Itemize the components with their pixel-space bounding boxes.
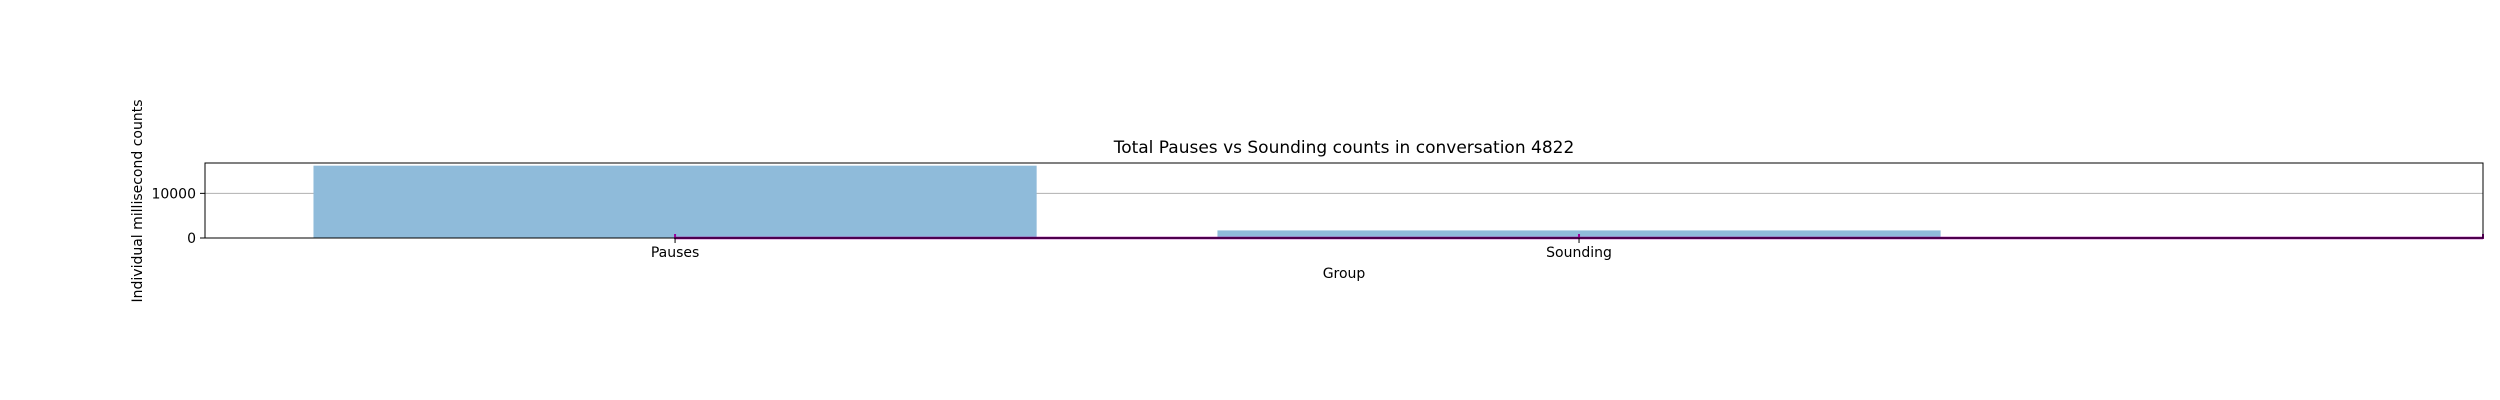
x-axis-label: Group bbox=[1323, 266, 1366, 282]
y-tick-label-0: 0 bbox=[187, 231, 196, 247]
y-axis-ticks: 0 10000 bbox=[151, 186, 205, 247]
plot-area-frame bbox=[204, 162, 2484, 239]
y-tick-label-1: 10000 bbox=[151, 186, 196, 202]
x-axis-ticks: Pauses Sounding bbox=[651, 238, 1612, 261]
bar-pauses bbox=[313, 165, 1037, 238]
x-tick-label-sounding: Sounding bbox=[1546, 245, 1612, 261]
y-axis-label: Individual millisecond counts bbox=[130, 100, 146, 303]
x-tick-label-pauses: Pauses bbox=[651, 245, 699, 261]
chart-title: Total Pauses vs Sounding counts in conve… bbox=[1113, 138, 1575, 158]
bars-layer bbox=[313, 165, 1941, 238]
